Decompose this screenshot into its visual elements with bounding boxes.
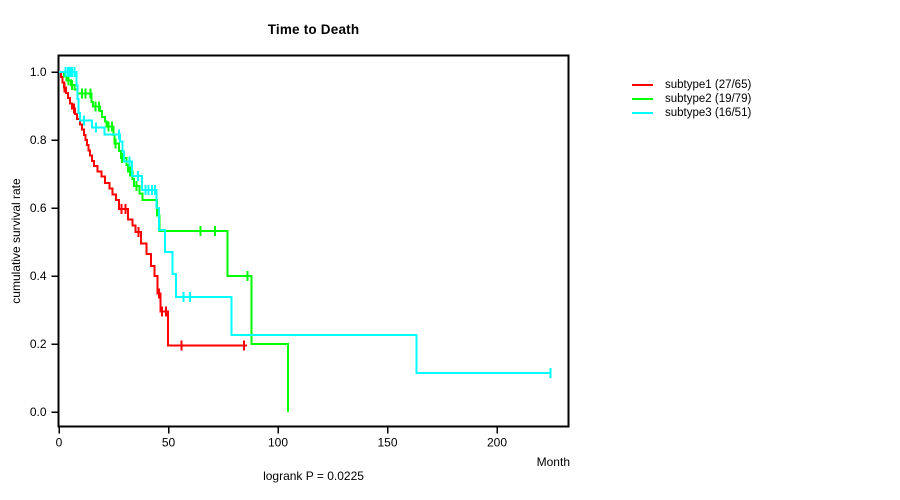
y-axis-tick-label: 0.4 (30, 269, 47, 283)
x-axis-label: Month (536, 455, 570, 469)
survival-curve-subtype3 (59, 71, 551, 375)
chart-title: Time to Death (267, 22, 360, 37)
legend-line-sample-subtype1 (632, 84, 653, 86)
y-axis-tick-label: 0.0 (30, 405, 47, 419)
logrank-p-annotation: logrank P = 0.0225 (263, 469, 364, 483)
plot-box (57, 54, 570, 428)
survival-curve-subtype2 (59, 71, 290, 412)
legend-line-sample-subtype3 (632, 112, 653, 114)
legend-label-subtype3: subtype3 (16/51) (665, 107, 752, 119)
legend-item-subtype1: subtype1 (27/65) (632, 78, 751, 92)
x-axis-tick-label: 0 (56, 436, 63, 450)
x-axis-tick-label: 100 (268, 436, 288, 450)
legend-label-subtype2: subtype2 (19/79) (665, 93, 752, 105)
survival-curve-subtype1 (59, 71, 248, 347)
y-axis-tick-label: 0.2 (30, 337, 47, 351)
legend: subtype1 (27/65) subtype2 (19/79) subtyp… (632, 78, 751, 120)
x-axis-tick-label: 200 (487, 436, 507, 450)
x-axis-tick-label: 150 (377, 436, 397, 450)
y-axis-tick-label: 0.6 (30, 201, 47, 215)
legend-line-sample-subtype2 (632, 98, 653, 100)
x-axis-tick-label: 50 (162, 436, 176, 450)
legend-item-subtype3: subtype3 (16/51) (632, 106, 751, 120)
legend-item-subtype2: subtype2 (19/79) (632, 92, 751, 106)
y-axis-tick-label: 1.0 (30, 65, 47, 79)
y-axis-tick-label: 0.8 (30, 133, 47, 147)
legend-label-subtype1: subtype1 (27/65) (665, 79, 752, 91)
